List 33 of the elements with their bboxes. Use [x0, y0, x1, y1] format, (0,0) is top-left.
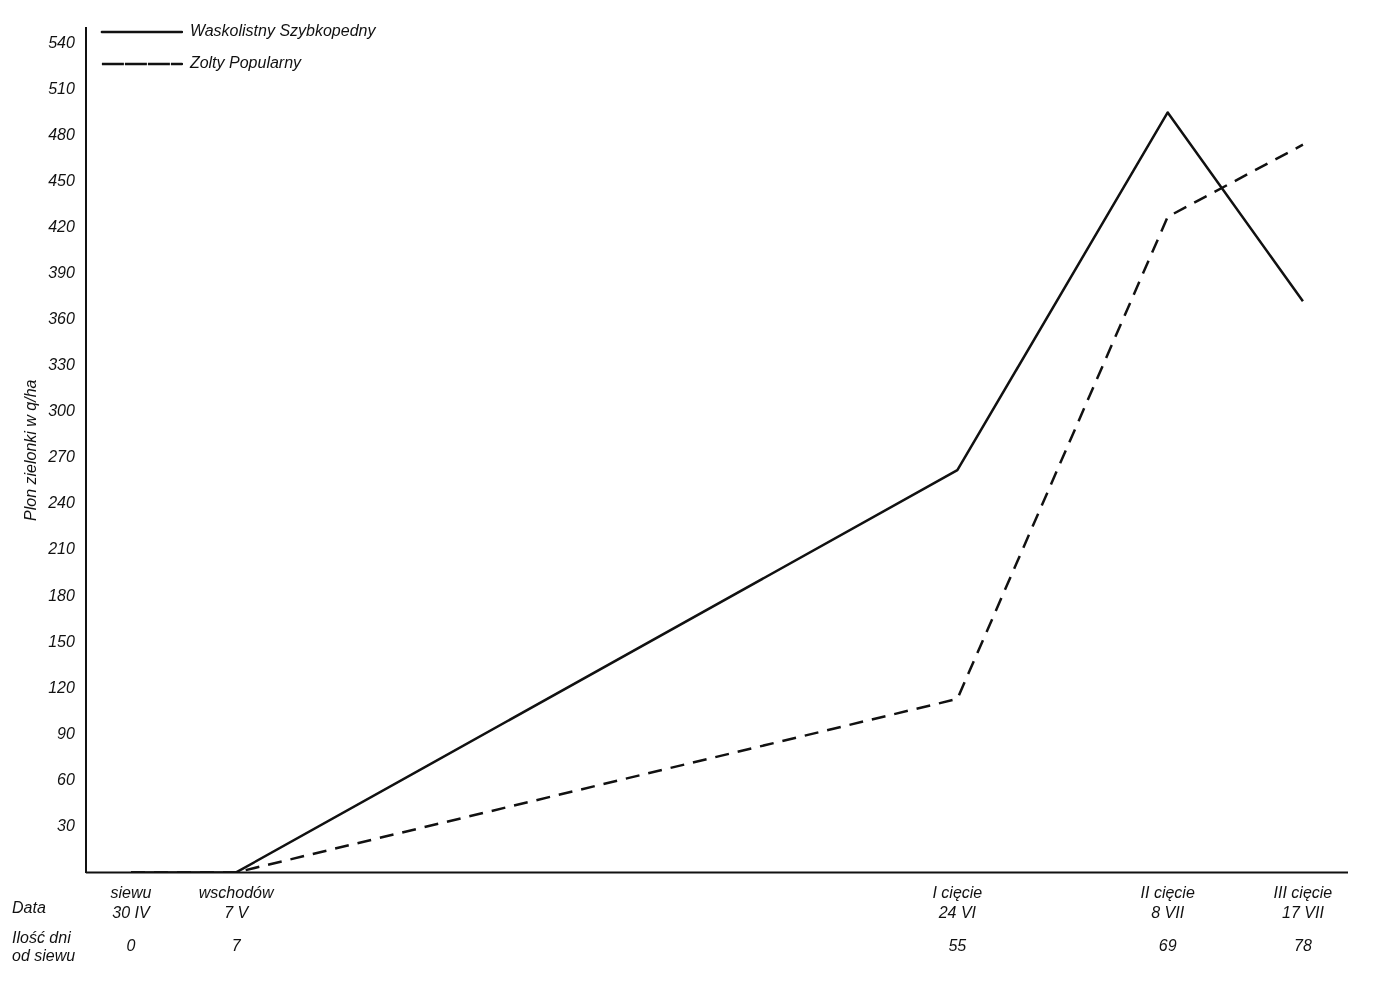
- y-tick-label: 210: [47, 540, 75, 558]
- y-tick-label: 120: [48, 678, 75, 696]
- x2-tick-label: I cięcie 24 VI: [932, 884, 983, 921]
- y-tick-label: 150: [48, 632, 75, 650]
- y-tick-label: 540: [48, 33, 75, 51]
- text: Data: [12, 898, 46, 916]
- x-tick-label: 7: [231, 936, 242, 954]
- x-tick-label: 55: [948, 936, 967, 954]
- x-tick-label: 78: [1294, 936, 1312, 954]
- y-tick-label: 390: [48, 264, 75, 282]
- y-tick-label: 90: [57, 724, 75, 742]
- x2-tick-label: wschodów 7 V: [198, 884, 275, 921]
- legend-label: Zolty Popularny: [188, 54, 303, 72]
- x-tick-label: 0: [126, 936, 136, 954]
- y-tick-label: 360: [48, 310, 75, 328]
- x2-tick-label: II cięcie 8 VII: [1140, 884, 1195, 921]
- y-tick-label: 180: [48, 586, 75, 604]
- y-tick-label: 330: [48, 356, 75, 374]
- y-tick-label: 300: [48, 402, 75, 420]
- y-tick-label: 270: [47, 448, 75, 466]
- y-tick-label: 510: [48, 79, 75, 97]
- y-tick-label: 60: [57, 770, 75, 788]
- y-tick-label: 480: [48, 125, 75, 143]
- y-tick-label: 420: [48, 218, 75, 236]
- x2-tick-label: siewu 30 IV: [110, 884, 152, 921]
- x-tick-label: 69: [1158, 936, 1177, 954]
- legend-label: Waskolistny Szybkopedny: [189, 22, 377, 40]
- y-axis-title: Plon zielonki w q/ha: [22, 379, 40, 521]
- y-tick-label: 30: [57, 816, 75, 834]
- text: Ilość dni od siewu: [12, 929, 76, 965]
- y-tick-label: 240: [47, 494, 75, 512]
- x2-tick-label: III cięcie 17 VII: [1273, 884, 1333, 921]
- y-tick-label: 450: [48, 171, 75, 189]
